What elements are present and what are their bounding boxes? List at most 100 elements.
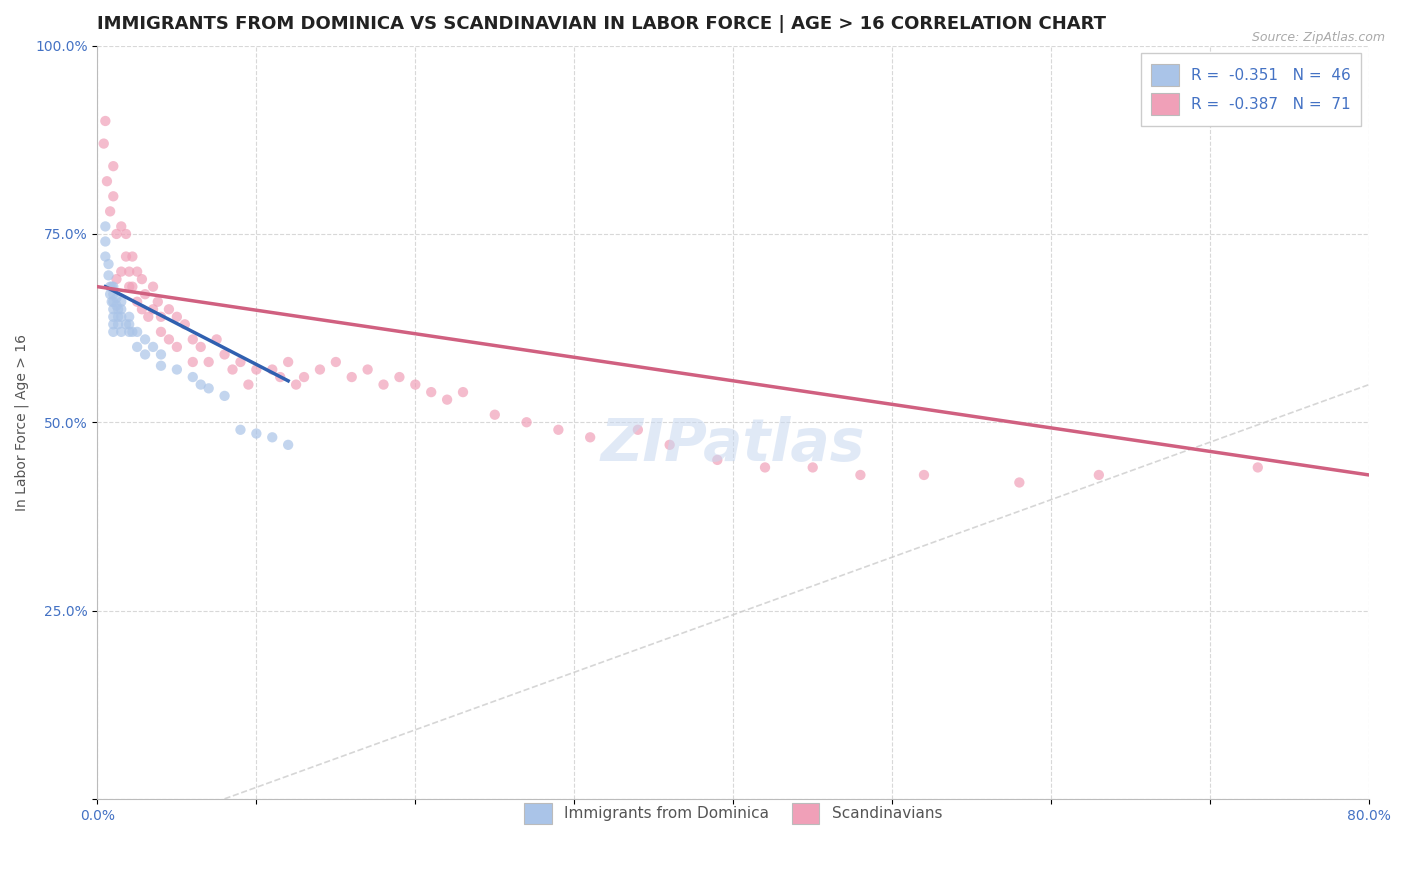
Point	[484, 408, 506, 422]
Point	[197, 355, 219, 369]
Point	[142, 279, 165, 293]
Point	[238, 377, 260, 392]
Point	[127, 325, 149, 339]
Point	[285, 377, 308, 392]
Point	[292, 370, 315, 384]
Point	[115, 318, 138, 332]
Text: ZIPatlas: ZIPatlas	[600, 417, 866, 474]
Point	[94, 219, 117, 234]
Point	[110, 219, 132, 234]
Point	[131, 302, 153, 317]
Point	[197, 381, 219, 395]
Point	[121, 279, 143, 293]
Point	[118, 310, 141, 324]
Point	[103, 159, 125, 173]
Point	[166, 340, 188, 354]
Point	[754, 460, 776, 475]
Point	[93, 136, 115, 151]
Point	[309, 362, 332, 376]
Point	[134, 287, 156, 301]
Point	[94, 114, 117, 128]
Point	[1247, 460, 1270, 475]
Point	[157, 332, 180, 346]
Point	[706, 453, 728, 467]
Point	[142, 340, 165, 354]
Point	[110, 294, 132, 309]
Point	[229, 423, 252, 437]
Point	[127, 340, 149, 354]
Point	[404, 377, 426, 392]
Point	[103, 302, 125, 317]
Point	[262, 430, 284, 444]
Text: IMMIGRANTS FROM DOMINICA VS SCANDINAVIAN IN LABOR FORCE | AGE > 16 CORRELATION C: IMMIGRANTS FROM DOMINICA VS SCANDINAVIAN…	[97, 15, 1107, 33]
Point	[110, 302, 132, 317]
Point	[103, 279, 125, 293]
Point	[107, 302, 129, 317]
Point	[94, 235, 117, 249]
Point	[103, 287, 125, 301]
Point	[166, 362, 188, 376]
Point	[98, 287, 121, 301]
Point	[115, 227, 138, 241]
Point	[436, 392, 458, 407]
Point	[801, 460, 824, 475]
Point	[134, 347, 156, 361]
Point	[103, 294, 125, 309]
Point	[121, 325, 143, 339]
Point	[262, 362, 284, 376]
Point	[127, 294, 149, 309]
Point	[121, 250, 143, 264]
Point	[110, 265, 132, 279]
Point	[245, 426, 267, 441]
Point	[1088, 467, 1111, 482]
Point	[340, 370, 363, 384]
Point	[181, 355, 204, 369]
Point	[105, 272, 128, 286]
Point	[245, 362, 267, 376]
Point	[627, 423, 650, 437]
Point	[229, 355, 252, 369]
Point	[149, 347, 172, 361]
Point	[579, 430, 602, 444]
Point	[849, 467, 872, 482]
Point	[107, 318, 129, 332]
Point	[103, 310, 125, 324]
Point	[134, 332, 156, 346]
Point	[658, 438, 681, 452]
Point	[96, 174, 118, 188]
Point	[100, 279, 122, 293]
Point	[118, 318, 141, 332]
Point	[221, 362, 243, 376]
Point	[97, 257, 120, 271]
Point	[110, 325, 132, 339]
Point	[190, 377, 212, 392]
Point	[136, 310, 159, 324]
Point	[157, 302, 180, 317]
Point	[103, 318, 125, 332]
Point	[277, 438, 299, 452]
Point	[451, 385, 474, 400]
Point	[105, 227, 128, 241]
Point	[118, 265, 141, 279]
Point	[205, 332, 228, 346]
Point	[181, 332, 204, 346]
Point	[181, 370, 204, 384]
Point	[98, 204, 121, 219]
Point	[100, 294, 122, 309]
Point	[1008, 475, 1031, 490]
Point	[173, 318, 195, 332]
Point	[420, 385, 443, 400]
Y-axis label: In Labor Force | Age > 16: In Labor Force | Age > 16	[15, 334, 30, 511]
Point	[118, 325, 141, 339]
Point	[269, 370, 291, 384]
Point	[105, 291, 128, 305]
Point	[516, 415, 538, 429]
Point	[98, 279, 121, 293]
Point	[149, 325, 172, 339]
Point	[146, 294, 169, 309]
Point	[356, 362, 378, 376]
Point	[118, 279, 141, 293]
Point	[388, 370, 411, 384]
Point	[190, 340, 212, 354]
Text: Source: ZipAtlas.com: Source: ZipAtlas.com	[1251, 31, 1385, 45]
